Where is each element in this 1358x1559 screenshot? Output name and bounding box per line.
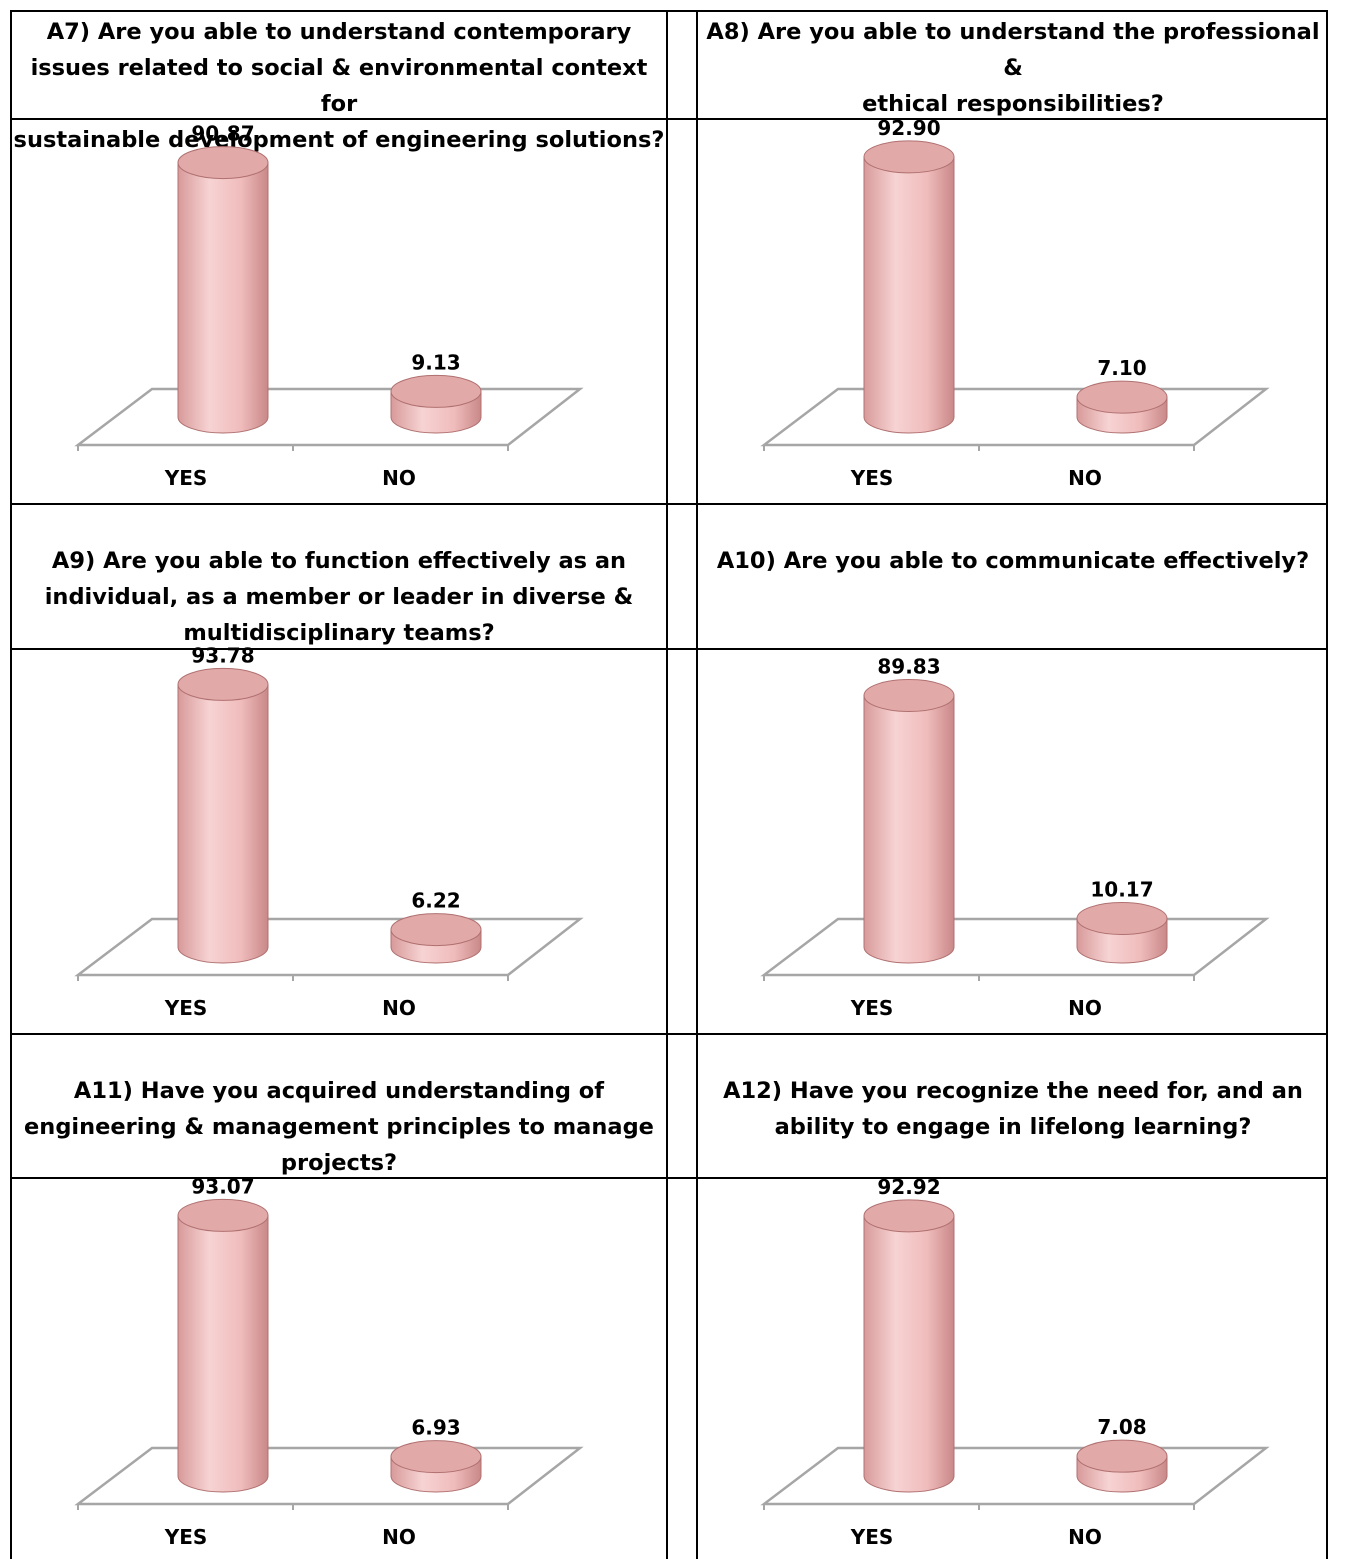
bar-no: [390, 1440, 482, 1493]
bar-top: [863, 140, 955, 174]
data-label-no: 7.10: [1097, 356, 1146, 380]
bar-yes: [863, 140, 955, 434]
x-tick-label-yes: YES: [164, 1525, 208, 1549]
chart-a10: 89.83 YES 10.17 NO: [698, 650, 1328, 1033]
chart-floor: [760, 917, 1270, 977]
x-tick-label-no: NO: [382, 466, 416, 490]
bar-yes: [177, 146, 269, 434]
chart-a10-svg: 89.83 YES 10.17 NO: [760, 654, 1270, 1020]
bar-body: [863, 694, 955, 964]
bar-top: [390, 913, 482, 947]
chart-a9-svg: 93.78 YES 6.22 NO: [74, 643, 584, 1020]
x-tick-label-no: NO: [1068, 1525, 1102, 1549]
data-label-yes: 90.87: [191, 122, 254, 146]
chart-floor: [760, 1446, 1270, 1506]
x-tick-label-yes: YES: [850, 466, 894, 490]
bar-yes: [863, 678, 955, 964]
bar-top: [863, 1199, 955, 1233]
data-label-yes: 92.90: [877, 116, 940, 140]
bar-body: [177, 683, 269, 964]
table-row-divider: [12, 648, 1326, 650]
bar-yes: [177, 1198, 269, 1493]
bar-top: [390, 374, 482, 408]
x-tick-label-no: NO: [382, 1525, 416, 1549]
bar-top: [1076, 380, 1168, 414]
chart-a12-svg: 92.92 YES 7.08 NO: [760, 1175, 1270, 1549]
chart-a11: 93.07 YES 6.93 NO: [12, 1174, 666, 1559]
chart-a8: 92.90 YES 7.10 NO: [698, 116, 1328, 503]
data-label-no: 10.17: [1090, 878, 1153, 902]
table-row-divider: [12, 1033, 1326, 1035]
x-tick-label-no: NO: [1068, 466, 1102, 490]
bar-no: [1076, 902, 1168, 964]
bar-top: [177, 1198, 269, 1232]
bar-top: [863, 678, 955, 712]
data-label-no: 6.22: [411, 889, 460, 913]
table-column-divider: [696, 12, 698, 1559]
bar-top: [177, 146, 269, 180]
bar-top: [177, 667, 269, 701]
question-title-a11: A11) Have you acquired understanding of e…: [24, 1078, 654, 1176]
data-label-no: 6.93: [411, 1416, 460, 1440]
bar-body: [863, 156, 955, 434]
chart-a11-svg: 93.07 YES 6.93 NO: [74, 1174, 584, 1549]
data-label-yes: 89.83: [877, 654, 940, 678]
chart-floor: [74, 387, 584, 447]
table-row-divider: [12, 503, 1326, 505]
charts-table: A7) Are you able to understand contempor…: [10, 10, 1328, 1559]
data-label-yes: 93.78: [191, 643, 254, 667]
table-row-divider: [12, 118, 1326, 120]
bar-no: [390, 913, 482, 964]
table-row-divider: [12, 1177, 1326, 1179]
bar-top: [390, 1440, 482, 1474]
bar-top: [1076, 902, 1168, 936]
question-title-a10: A10) Are you able to communicate effecti…: [716, 548, 1310, 574]
x-tick-label-yes: YES: [164, 996, 208, 1020]
x-tick-label-no: NO: [382, 996, 416, 1020]
x-tick-label-no: NO: [1068, 996, 1102, 1020]
chart-floor: [760, 387, 1270, 447]
table-column-divider: [666, 12, 668, 1559]
data-label-no: 9.13: [411, 350, 460, 374]
x-tick-label-yes: YES: [850, 1525, 894, 1549]
data-label-yes: 92.92: [877, 1175, 940, 1199]
bar-yes: [863, 1199, 955, 1493]
bar-body: [177, 1214, 269, 1493]
question-title-a9: A9) Are you able to function effectively…: [44, 548, 634, 646]
bar-body: [863, 1215, 955, 1493]
x-tick-label-yes: YES: [850, 996, 894, 1020]
chart-a12: 92.92 YES 7.08 NO: [698, 1175, 1328, 1559]
question-title-a12: A12) Have you recognize the need for, an…: [723, 1078, 1303, 1140]
question-title-a7: A7) Are you able to understand contempor…: [13, 19, 665, 153]
chart-floor: [74, 917, 584, 977]
chart-a7-svg: 90.87 YES 9.13 NO: [74, 122, 584, 490]
bar-top: [1076, 1439, 1168, 1473]
bar-yes: [177, 667, 269, 964]
bar-no: [390, 374, 482, 434]
chart-a8-svg: 92.90 YES 7.10 NO: [760, 116, 1270, 490]
bar-no: [1076, 1439, 1168, 1493]
data-label-no: 7.08: [1097, 1415, 1146, 1439]
x-tick-label-yes: YES: [164, 466, 208, 490]
data-label-yes: 93.07: [191, 1174, 254, 1198]
bar-no: [1076, 380, 1168, 434]
chart-floor: [74, 1446, 584, 1506]
chart-a9: 93.78 YES 6.22 NO: [12, 643, 666, 1033]
chart-a7: 90.87 YES 9.13 NO: [12, 120, 666, 503]
bar-body: [177, 162, 269, 434]
question-title-a8: A8) Are you able to understand the profe…: [706, 19, 1320, 117]
